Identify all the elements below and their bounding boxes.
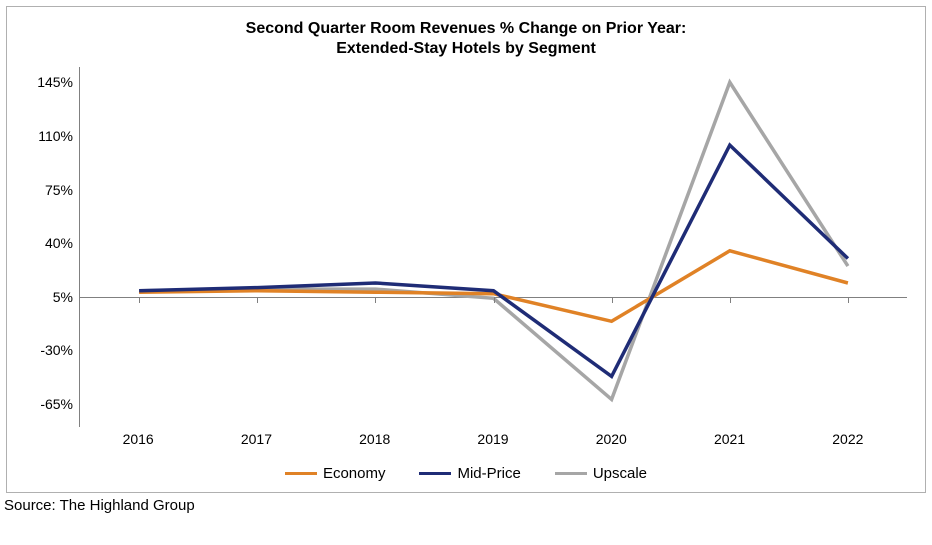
legend-item-economy: Economy (285, 465, 386, 482)
x-tick-label: 2019 (434, 431, 552, 447)
legend-item-mid-price: Mid-Price (419, 465, 520, 482)
x-tick-mark (612, 297, 613, 303)
legend-label: Economy (323, 465, 386, 482)
series-line-mid-price (139, 145, 848, 376)
chart-title: Second Quarter Room Revenues % Change on… (25, 19, 907, 59)
chart-container: Second Quarter Room Revenues % Change on… (6, 6, 926, 493)
x-tick-mark (139, 297, 140, 303)
source-label: Source: The Highland Group (4, 497, 932, 514)
legend-swatch (419, 472, 451, 475)
x-tick-label: 2020 (552, 431, 670, 447)
plot-wrap: -65% -30% 5% 40% 75% 110% 145% (25, 67, 907, 427)
x-axis: 2016201720182019202020212022 (79, 431, 907, 447)
x-tick-mark (494, 297, 495, 303)
y-tick-label: 110% (38, 128, 73, 144)
chart-title-line2: Extended-Stay Hotels by Segment (25, 39, 907, 59)
legend-label: Upscale (593, 465, 647, 482)
y-tick-label: 40% (45, 235, 73, 251)
y-tick-label: -65% (40, 396, 73, 412)
chart-title-line1: Second Quarter Room Revenues % Change on… (25, 19, 907, 39)
x-tick-mark (730, 297, 731, 303)
x-tick-label: 2018 (316, 431, 434, 447)
series-line-economy (139, 251, 848, 321)
x-tick-label: 2021 (670, 431, 788, 447)
y-tick-label: 145% (37, 74, 73, 90)
legend-swatch (285, 472, 317, 475)
y-tick-label: -30% (40, 342, 73, 358)
series-line-upscale (139, 82, 848, 399)
y-axis: -65% -30% 5% 40% 75% 110% 145% (25, 67, 79, 427)
chart-lines (80, 67, 907, 427)
x-tick-label: 2022 (789, 431, 907, 447)
y-tick-label: 5% (53, 289, 73, 305)
legend: Economy Mid-Price Upscale (25, 465, 907, 482)
y-tick-label: 75% (45, 182, 73, 198)
x-tick-label: 2016 (79, 431, 197, 447)
x-tick-mark (848, 297, 849, 303)
legend-item-upscale: Upscale (555, 465, 647, 482)
x-tick-mark (375, 297, 376, 303)
legend-label: Mid-Price (457, 465, 520, 482)
legend-swatch (555, 472, 587, 475)
plot-area (79, 67, 907, 427)
x-tick-label: 2017 (197, 431, 315, 447)
x-tick-mark (257, 297, 258, 303)
